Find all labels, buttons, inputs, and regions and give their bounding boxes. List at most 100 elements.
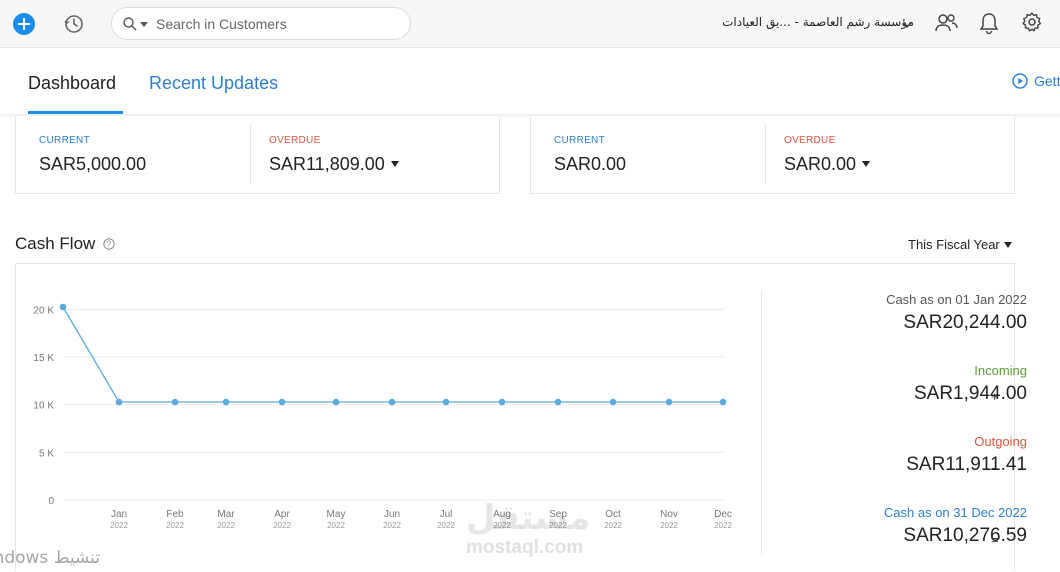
caret-down-icon[interactable]	[390, 161, 399, 167]
x-tick-label: Apr	[274, 509, 290, 520]
cash-flow-line	[62, 306, 723, 403]
plus-sign: +	[991, 389, 999, 404]
settings-gear-icon[interactable]	[1021, 11, 1043, 33]
x-tick-label: Feb	[166, 509, 184, 520]
payables-current-value[interactable]: SAR0.00	[554, 154, 627, 174]
watermark-site: mostaql.com	[466, 537, 584, 558]
data-point	[59, 303, 67, 311]
opening-balance-value: SAR20,244.00	[903, 312, 1027, 333]
tab-dashboard[interactable]: Dashboard	[28, 73, 117, 93]
period-selector-label: This Fiscal Year	[908, 237, 1000, 252]
data-point	[222, 398, 230, 406]
x-tick-year: 2022	[217, 521, 235, 530]
x-tick-year: 2022	[273, 521, 291, 530]
minus-sign: -	[991, 460, 996, 475]
y-tick-label: 0	[48, 496, 54, 507]
x-tick-label: Jun	[384, 509, 400, 520]
notifications-bell-icon[interactable]	[978, 11, 1000, 35]
top-bar: مؤسسة رشم العاصمة - ...يق العيادات	[0, 0, 1060, 48]
receivables-card: CURRENT SAR5,000.00 OVERDUE SAR11,809.00	[15, 116, 500, 194]
svg-text:?: ?	[107, 240, 112, 249]
x-tick-label: May	[327, 509, 346, 520]
y-tick-label: 10 K	[33, 401, 54, 412]
x-tick-year: 2022	[714, 521, 732, 530]
y-tick-label: 20 K	[33, 305, 54, 316]
x-tick-label: Jan	[111, 509, 127, 520]
payables-overdue-dropdown[interactable]: SAR0.00	[784, 154, 871, 175]
receivables-current-value[interactable]: SAR5,000.00	[39, 154, 147, 174]
dashboard-tabs: Dashboard Recent Updates Gett	[0, 49, 1060, 114]
x-tick-year: 2022	[604, 521, 622, 530]
x-tick-year: 2022	[549, 521, 567, 530]
incoming-label: Incoming	[974, 363, 1027, 378]
search-scope-caret-icon[interactable]	[140, 22, 148, 27]
x-tick-label: Aug	[493, 509, 511, 520]
period-selector[interactable]: This Fiscal Year	[908, 237, 1012, 252]
receivables-overdue-dropdown[interactable]: SAR11,809.00	[269, 154, 399, 175]
opening-balance-label: Cash as on 01 Jan 2022	[886, 292, 1027, 307]
y-tick-label: 5 K	[39, 448, 54, 459]
x-tick-year: 2022	[110, 521, 128, 530]
organization-name[interactable]: مؤسسة رشم العاصمة - ...يق العيادات	[722, 15, 914, 29]
cash-flow-chart: 05 K10 K15 K20 KJan2022Feb2022Mar2022Apr…	[33, 303, 732, 530]
y-tick-label: 15 K	[33, 353, 54, 364]
x-tick-label: Nov	[660, 509, 678, 520]
data-point	[115, 398, 123, 406]
search-icon[interactable]	[122, 16, 138, 32]
x-tick-year: 2022	[166, 521, 184, 530]
x-tick-year: 2022	[327, 521, 345, 530]
data-point	[278, 398, 286, 406]
x-tick-label: Jul	[440, 509, 453, 520]
tab-recent-updates[interactable]: Recent Updates	[149, 73, 279, 93]
search-box[interactable]	[111, 7, 411, 40]
users-icon[interactable]	[934, 12, 958, 34]
closing-balance-label: Cash as on 31 Dec 2022	[883, 505, 1027, 520]
x-tick-label: Oct	[605, 509, 621, 520]
x-tick-year: 2022	[660, 521, 678, 530]
data-point	[554, 398, 562, 406]
caret-down-icon[interactable]	[1003, 242, 1012, 248]
x-tick-year: 2022	[493, 521, 511, 530]
get-started-link[interactable]: Gett	[1012, 73, 1060, 89]
play-circle-icon	[1012, 73, 1028, 89]
search-input[interactable]	[156, 14, 401, 34]
incoming-total: Incoming SAR1,944.00	[914, 363, 1027, 405]
add-new-button[interactable]	[13, 13, 35, 35]
x-tick-label: Sep	[549, 509, 567, 520]
data-point	[609, 398, 617, 406]
incoming-value: SAR1,944.00	[913, 383, 1027, 404]
active-tab-indicator	[28, 111, 123, 114]
data-point	[332, 398, 340, 406]
receivables-current-label: CURRENT	[39, 135, 90, 146]
payables-overdue-label: OVERDUE	[784, 135, 836, 146]
x-tick-label: Dec	[714, 509, 732, 520]
data-point	[498, 398, 506, 406]
watermark-logo: مستقل	[466, 498, 591, 538]
card-divider	[765, 124, 766, 184]
closing-balance-value: SAR10,276.59	[903, 525, 1027, 546]
closing-balance: Cash as on 31 Dec 2022 SAR10,276.59	[884, 505, 1027, 547]
outgoing-label: Outgoing	[974, 434, 1027, 449]
data-point	[388, 398, 396, 406]
x-tick-year: 2022	[437, 521, 455, 530]
payables-overdue-value: SAR0.00	[784, 154, 857, 174]
recent-history-icon[interactable]	[62, 12, 86, 36]
data-point	[665, 398, 673, 406]
get-started-label: Gett	[1034, 73, 1060, 89]
receivables-overdue-label: OVERDUE	[269, 135, 321, 146]
data-point	[719, 398, 727, 406]
windows-activation-text: تنشيط Windows	[0, 548, 100, 568]
chevron-down-icon[interactable]	[902, 17, 912, 28]
x-tick-year: 2022	[383, 521, 401, 530]
payables-current-label: CURRENT	[554, 135, 605, 146]
card-divider	[250, 124, 251, 184]
help-icon[interactable]: ?	[103, 237, 115, 250]
payables-card: CURRENT SAR0.00 OVERDUE SAR0.00	[530, 116, 1015, 194]
data-point	[171, 398, 179, 406]
panel-divider	[761, 290, 762, 554]
x-tick-label: Mar	[217, 509, 235, 520]
caret-down-icon[interactable]	[862, 161, 871, 167]
receivables-overdue-value: SAR11,809.00	[269, 154, 385, 174]
opening-balance: Cash as on 01 Jan 2022 SAR20,244.00	[886, 292, 1027, 334]
